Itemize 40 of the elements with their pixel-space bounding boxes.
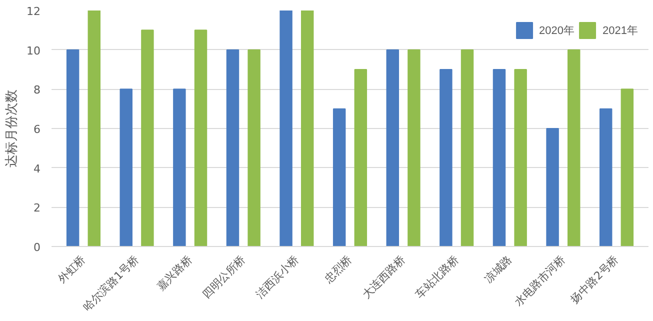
y-tick-label: 0 (34, 241, 40, 254)
y-tick-label: 10 (26, 44, 41, 58)
x-tick-label: 四明公所桥 (200, 252, 248, 301)
bar (88, 10, 101, 246)
bar (408, 49, 420, 246)
bar (248, 49, 260, 246)
bar (460, 49, 474, 246)
bar (120, 88, 132, 246)
y-axis-title: 达标月份次数 (4, 90, 19, 168)
bar (440, 69, 452, 246)
x-tick-label: 洁西浜小桥 (253, 252, 302, 301)
bar (226, 49, 240, 246)
bar (66, 49, 80, 246)
bar (332, 108, 346, 246)
bar (300, 10, 314, 246)
bar (386, 49, 400, 246)
legend-label: 2020年 (539, 24, 575, 38)
y-tick-label: 8 (34, 84, 40, 97)
x-tick-label: 大连西路桥 (360, 252, 408, 301)
bar (599, 108, 612, 246)
bar (280, 10, 292, 246)
y-tick-label: 4 (34, 162, 40, 176)
bar (173, 88, 186, 246)
bar (354, 69, 368, 246)
x-tick-label: 扬中路2号桥 (568, 252, 622, 306)
x-tick-label: 车站北路桥 (413, 252, 462, 301)
y-tick-label: 6 (34, 123, 40, 136)
x-tick-label: 外虹桥 (56, 252, 88, 286)
y-tick-label: 2 (34, 202, 40, 215)
y-tick-label: 12 (26, 5, 41, 18)
bar (620, 88, 634, 246)
bar (546, 128, 559, 246)
bar (492, 69, 506, 246)
bar (194, 30, 208, 246)
bar (141, 30, 154, 246)
bar (514, 69, 527, 246)
x-tick-label: 忠烈桥 (321, 252, 355, 286)
legend-label: 2021年 (602, 24, 638, 38)
x-tick-label: 嘉兴路桥 (154, 252, 195, 294)
bar (568, 49, 580, 246)
